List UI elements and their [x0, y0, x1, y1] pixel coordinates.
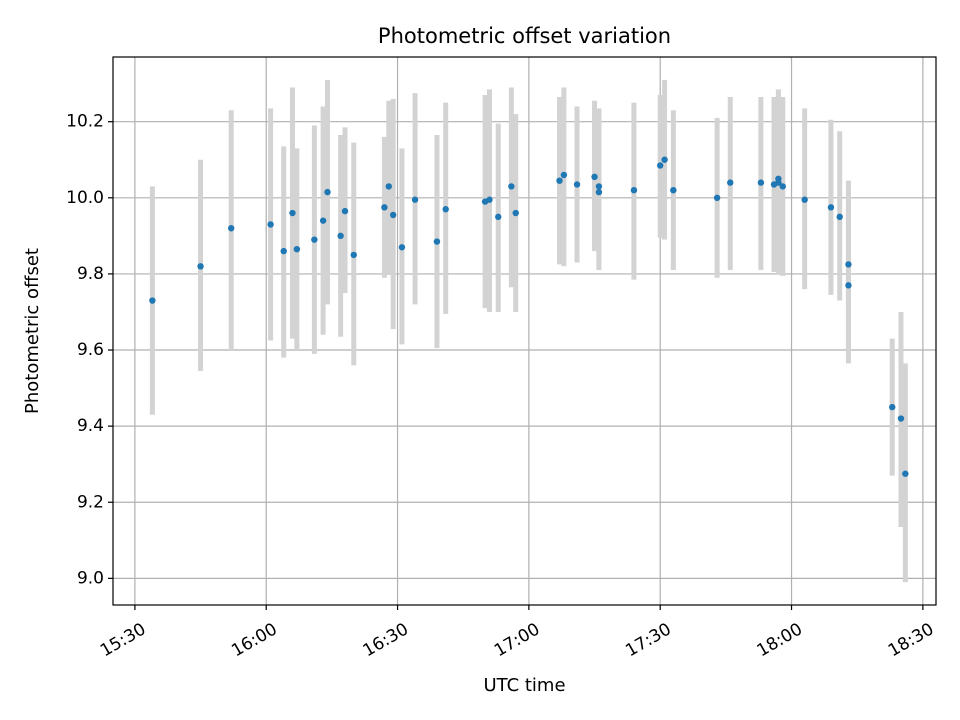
- data-point: [573, 181, 581, 188]
- plot-area-frame: [112, 56, 937, 606]
- data-point: [197, 263, 204, 270]
- data-point: [508, 183, 515, 190]
- y-tick-label: 9.4: [77, 416, 104, 436]
- data-point: [630, 186, 638, 194]
- y-tick-label: 9.2: [77, 492, 104, 512]
- data-point: [149, 297, 156, 304]
- chart-title: Photometric offset variation: [378, 24, 671, 48]
- data-point: [385, 183, 392, 190]
- data-point: [350, 251, 357, 259]
- data-points: [149, 156, 909, 477]
- data-point: [411, 196, 419, 203]
- y-tick-label: 9.6: [77, 340, 104, 360]
- data-point: [398, 244, 406, 251]
- data-point: [595, 183, 603, 190]
- data-point: [381, 204, 388, 211]
- data-point: [289, 209, 296, 217]
- data-point: [661, 156, 668, 163]
- data-point: [897, 415, 905, 422]
- data-point: [801, 196, 808, 203]
- data-point: [293, 245, 301, 253]
- data-point: [227, 225, 235, 232]
- data-point: [902, 470, 909, 477]
- y-tick-label: 9.0: [77, 568, 104, 588]
- data-point: [836, 213, 843, 221]
- data-point: [713, 194, 721, 202]
- data-point: [341, 207, 349, 215]
- data-point: [591, 173, 598, 181]
- data-point: [670, 186, 677, 194]
- data-point: [595, 188, 603, 196]
- y-axis-title: Photometric offset: [22, 248, 43, 414]
- data-point: [389, 211, 397, 219]
- data-point: [324, 188, 331, 196]
- data-point: [280, 247, 287, 255]
- data-point: [486, 196, 493, 203]
- data-point: [319, 217, 327, 224]
- data-point: [757, 179, 765, 186]
- data-point: [495, 213, 502, 221]
- data-point: [775, 179, 782, 186]
- data-point: [311, 236, 318, 243]
- data-point: [845, 282, 852, 289]
- y-tick-label: 9.8: [77, 264, 104, 284]
- data-point: [657, 162, 664, 169]
- data-point: [267, 221, 274, 228]
- data-point: [845, 261, 852, 268]
- data-point: [512, 209, 519, 217]
- x-axis-title: UTC time: [483, 675, 565, 696]
- y-tick-label: 10.0: [66, 188, 104, 208]
- y-axis-ticks: 9.0 9.2 9.4 9.6 9.8 10.0 10.2: [66, 112, 113, 588]
- data-point: [433, 238, 441, 245]
- data-point: [337, 232, 344, 240]
- data-point: [560, 171, 568, 179]
- data-point: [827, 204, 835, 211]
- data-point: [556, 177, 563, 184]
- data-point: [442, 206, 449, 213]
- y-tick-label: 10.2: [66, 112, 104, 132]
- data-point: [889, 403, 896, 411]
- grid-lines: [113, 57, 936, 605]
- data-point: [727, 179, 734, 186]
- data-point: [779, 183, 786, 190]
